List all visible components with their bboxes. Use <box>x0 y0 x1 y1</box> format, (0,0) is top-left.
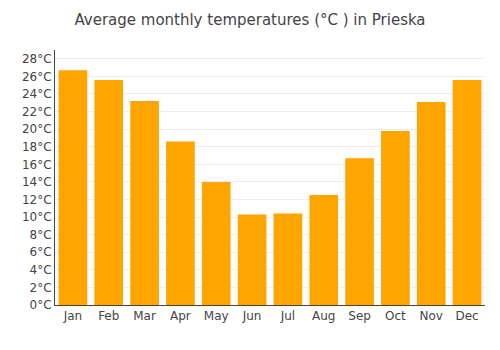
svg-text:16°C: 16°C <box>22 158 52 172</box>
svg-text:26°C: 26°C <box>22 70 52 84</box>
svg-text:2°C: 2°C <box>30 281 52 295</box>
svg-text:28°C: 28°C <box>22 52 52 66</box>
svg-text:6°C: 6°C <box>30 245 52 259</box>
svg-text:24°C: 24°C <box>22 87 52 101</box>
svg-text:12°C: 12°C <box>22 193 52 207</box>
svg-text:Dec: Dec <box>455 309 478 323</box>
svg-text:0°C: 0°C <box>30 298 52 312</box>
svg-text:Aug: Aug <box>312 309 335 323</box>
svg-text:10°C: 10°C <box>22 210 52 224</box>
svg-text:22°C: 22°C <box>22 105 52 119</box>
svg-text:20°C: 20°C <box>22 122 52 136</box>
svg-text:14°C: 14°C <box>22 175 52 189</box>
svg-text:8°C: 8°C <box>30 228 52 242</box>
svg-text:Sep: Sep <box>348 309 371 323</box>
svg-text:18°C: 18°C <box>22 140 52 154</box>
svg-text:Jul: Jul <box>280 309 295 323</box>
svg-text:Nov: Nov <box>420 309 443 323</box>
svg-text:May: May <box>204 309 229 323</box>
svg-text:Jun: Jun <box>242 309 262 323</box>
svg-text:Jan: Jan <box>63 309 83 323</box>
svg-text:Oct: Oct <box>385 309 406 323</box>
svg-text:Average monthly temperatures (: Average monthly temperatures (°C ) in Pr… <box>74 11 425 29</box>
svg-text:Mar: Mar <box>133 309 156 323</box>
svg-text:Apr: Apr <box>170 309 191 323</box>
svg-text:4°C: 4°C <box>30 263 52 277</box>
svg-text:Feb: Feb <box>98 309 119 323</box>
